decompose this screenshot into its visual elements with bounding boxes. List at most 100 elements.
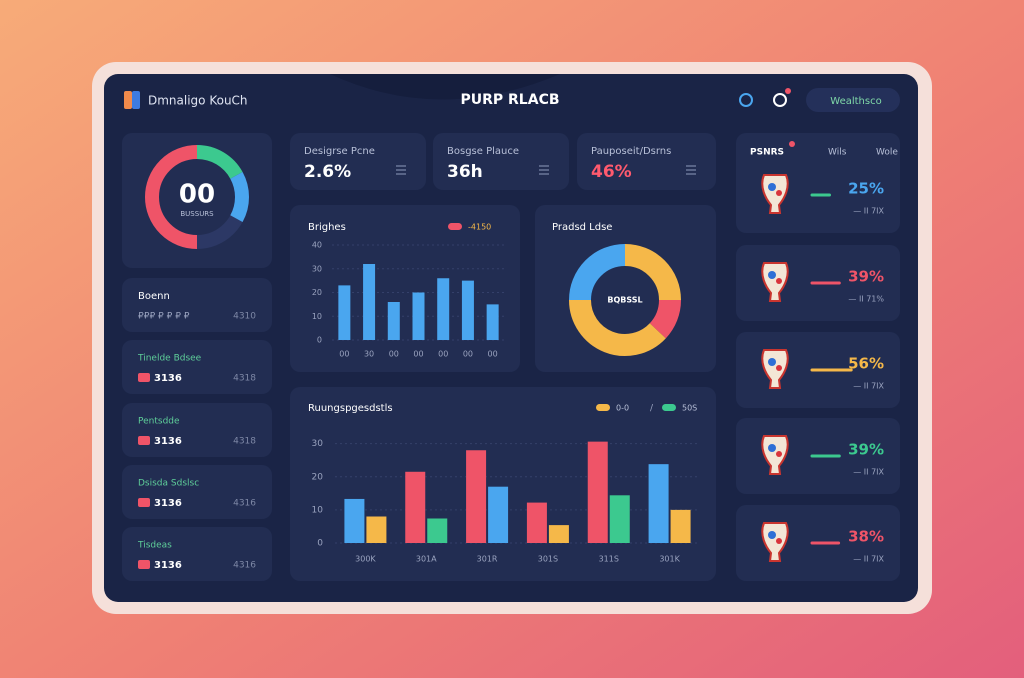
side-card-icon <box>138 498 150 507</box>
y-tick-label: 30 <box>312 439 324 449</box>
side-card-title: Dsisda Sdslsc <box>138 479 199 489</box>
legend-swatch <box>596 404 610 411</box>
trophy-body <box>761 435 789 475</box>
card <box>122 465 272 519</box>
legend-label: 50S <box>682 404 697 413</box>
bar <box>461 280 474 340</box>
y-tick-label: 0 <box>317 336 322 345</box>
bar <box>587 441 608 543</box>
leader-value: 39% <box>848 441 884 459</box>
side-card-icon <box>138 560 150 569</box>
donut-segment <box>649 299 681 339</box>
trophy-body <box>761 174 789 214</box>
chart-title: Brighes <box>308 222 346 233</box>
x-tick-label: 301S <box>538 555 558 564</box>
stat-value: 36h <box>447 162 483 182</box>
stat-label: Pauposeit/Dsrns <box>591 146 671 157</box>
gauge-caption: BUSSURS <box>180 210 214 218</box>
x-tick-label: 301K <box>659 555 680 564</box>
bar <box>488 486 509 543</box>
x-tick-label: 301A <box>416 555 437 564</box>
trophy-icon <box>761 349 789 389</box>
stat-value: 46% <box>591 162 632 182</box>
trophy-detail <box>768 183 776 191</box>
bar <box>363 264 376 340</box>
title: PURP RLACB <box>460 92 559 108</box>
side-card-note: 4310 <box>233 312 256 322</box>
bar <box>486 304 499 340</box>
leader-value: 56% <box>848 355 884 373</box>
trophy-body <box>761 262 789 302</box>
trophy-body <box>761 522 789 562</box>
stat-value: 2.6% <box>304 162 351 182</box>
bar <box>526 502 547 543</box>
bar <box>405 471 426 543</box>
card <box>122 278 272 332</box>
card <box>122 403 272 457</box>
trophy-detail <box>776 190 782 196</box>
side-card-value: 3136 <box>154 436 182 447</box>
x-tick-label: 00 <box>488 350 498 359</box>
trophy-detail <box>768 531 776 539</box>
logo <box>132 91 140 109</box>
leader-sub: — II 7IX <box>853 555 884 564</box>
leader-header: Wole <box>876 148 898 158</box>
leader-value: 39% <box>848 268 884 286</box>
badge[interactable] <box>806 88 900 112</box>
stat-label: Desigrse Pcne <box>304 146 375 157</box>
x-tick-label: 00 <box>339 350 349 359</box>
side-card-value: 3136 <box>154 373 182 384</box>
y-tick-label: 30 <box>312 264 322 273</box>
trophy-icon <box>761 262 789 302</box>
leader-sub: — II 7IX <box>853 207 884 216</box>
side-card-value: ₽₽₽ ₽ ₽ ₽ ₽ <box>138 312 190 322</box>
bar <box>648 464 669 543</box>
y-tick-label: 0 <box>317 539 323 549</box>
leader-value: 25% <box>848 180 884 198</box>
donut-segment <box>569 299 666 356</box>
notification-dot <box>785 88 791 94</box>
leader-value: 38% <box>848 528 884 546</box>
bar <box>670 509 691 543</box>
donut-center-label: BQBSSL <box>607 296 642 305</box>
side-card-note: 4316 <box>233 561 256 571</box>
y-tick-label: 20 <box>312 288 322 297</box>
trophy-icon <box>761 522 789 562</box>
trophy-body <box>761 349 789 389</box>
leader-header: PSNRS <box>750 148 784 158</box>
trophy-detail <box>768 444 776 452</box>
card <box>577 133 716 190</box>
card <box>290 387 716 581</box>
y-tick-label: 40 <box>312 241 322 250</box>
donut-segment <box>569 244 626 301</box>
leader-header: Wils <box>828 148 847 158</box>
bar <box>344 498 365 543</box>
legend-swatch <box>662 404 676 411</box>
x-tick-label: 00 <box>413 350 423 359</box>
donut-segment <box>624 244 681 301</box>
chart-title: Ruungspgesdstls <box>308 403 393 414</box>
bar <box>609 495 630 543</box>
trophy-detail <box>776 538 782 544</box>
y-tick-label: 20 <box>312 472 324 482</box>
side-card-title: Tinelde Bdsee <box>137 354 202 364</box>
header-curve <box>330 74 560 100</box>
x-tick-label: 00 <box>463 350 473 359</box>
icon[interactable] <box>773 93 787 107</box>
x-tick-label: 311S <box>599 555 619 564</box>
legend-separator: / <box>650 404 654 414</box>
bar <box>338 285 351 340</box>
x-tick-label: 300K <box>355 555 376 564</box>
chart-title: Pradsd Ldse <box>552 222 612 233</box>
trophy-detail <box>776 278 782 284</box>
trophy-detail <box>768 271 776 279</box>
leader-sub: — II 71% <box>848 295 884 304</box>
side-card-note: 4316 <box>233 499 256 509</box>
card <box>433 133 569 190</box>
icon[interactable] <box>739 93 753 107</box>
side-card-value: 3136 <box>154 560 182 571</box>
stat-label: Bosgse Plauce <box>447 146 519 157</box>
leader-sub: — II 7IX <box>853 382 884 391</box>
logo <box>124 91 132 109</box>
